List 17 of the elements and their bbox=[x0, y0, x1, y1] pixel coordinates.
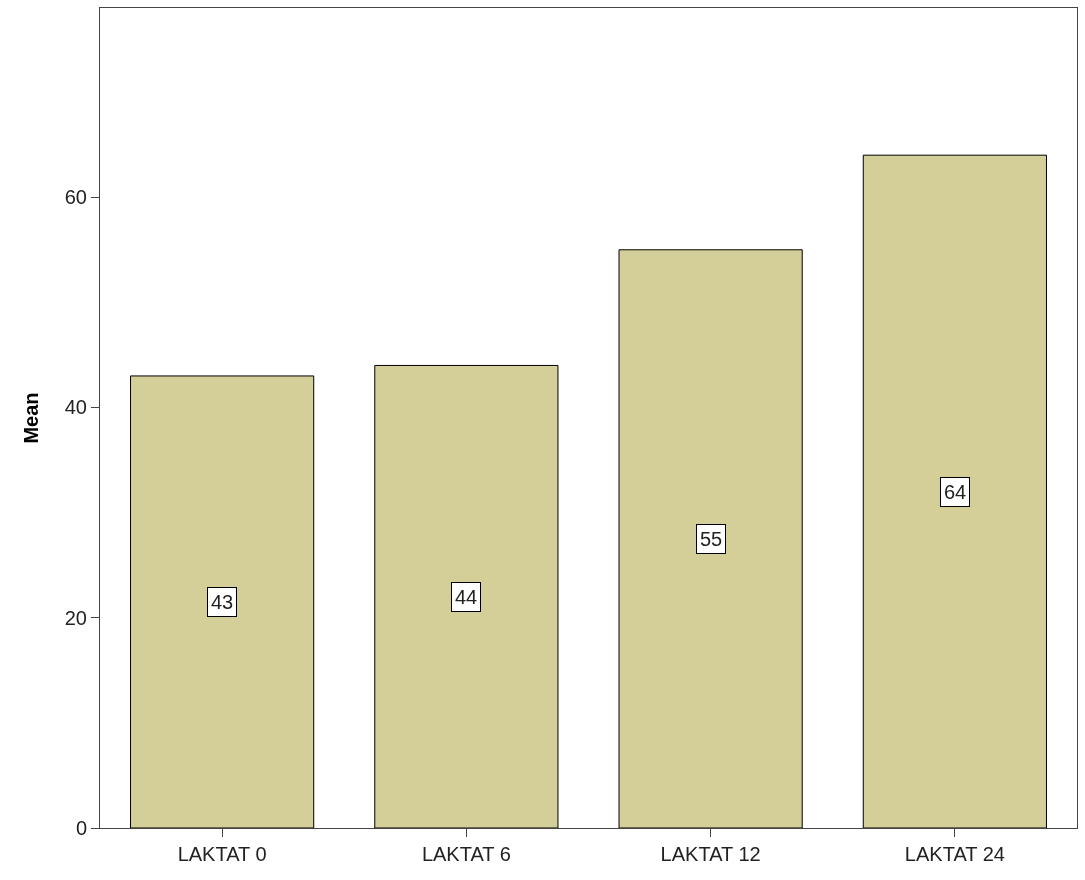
y-tick-label: 0 bbox=[75, 817, 87, 839]
data-label: 44 bbox=[455, 586, 478, 608]
bar bbox=[374, 364, 559, 828]
x-tick-label: LAKTAT 12 bbox=[660, 843, 761, 865]
data-label: 55 bbox=[700, 528, 723, 550]
x-tick-label: LAKTAT 6 bbox=[421, 843, 511, 865]
y-tick-label: 20 bbox=[64, 606, 87, 629]
x-tick-label: LAKTAT 0 bbox=[177, 843, 267, 865]
y-axis-title: Mean bbox=[20, 392, 43, 444]
bar bbox=[862, 154, 1047, 828]
bar bbox=[130, 375, 315, 828]
y-tick-label: 40 bbox=[64, 396, 87, 419]
x-tick-label: LAKTAT 24 bbox=[904, 843, 1005, 865]
bar bbox=[618, 249, 803, 828]
y-tick-label: 60 bbox=[64, 186, 87, 209]
data-label: 64 bbox=[944, 481, 967, 503]
data-label: 43 bbox=[211, 591, 234, 613]
